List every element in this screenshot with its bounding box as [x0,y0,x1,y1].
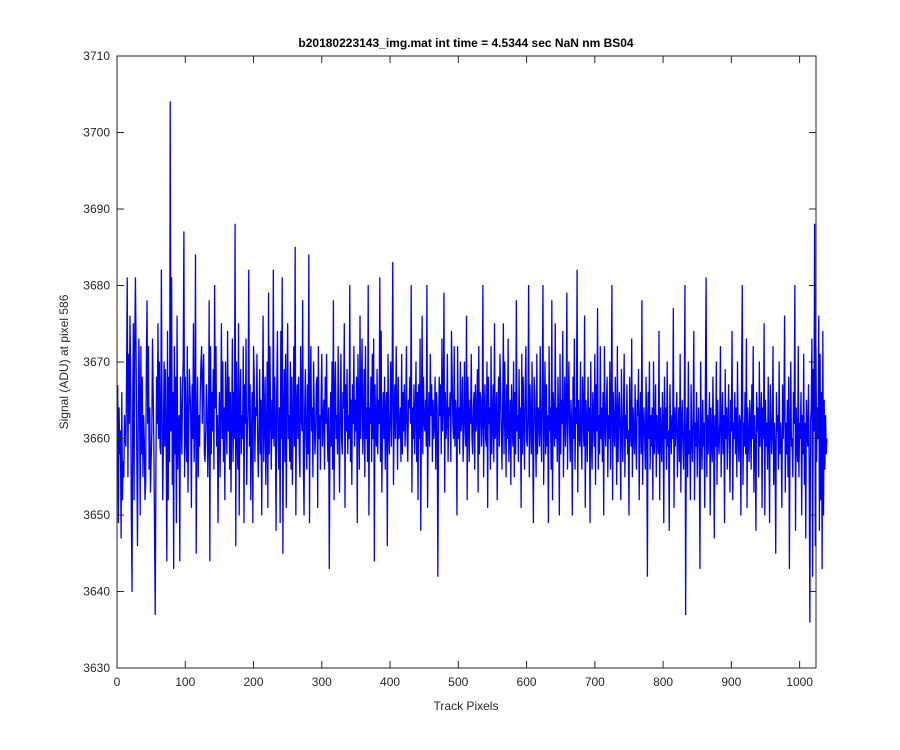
x-axis-label: Track Pixels [434,699,499,713]
chart-title: b20180223143_img.mat int time = 4.5344 s… [298,36,634,50]
x-tick-label: 600 [517,675,537,689]
x-tick-label: 500 [448,675,468,689]
x-tick-label: 300 [312,675,332,689]
y-tick-label: 3640 [83,585,110,599]
x-tick-label: 400 [380,675,400,689]
y-tick-label: 3630 [83,661,110,675]
x-tick-label: 200 [244,675,264,689]
series-layer [117,101,828,623]
y-tick-label: 3700 [83,126,110,140]
y-tick-label: 3690 [83,202,110,216]
x-tick-label: 800 [653,675,673,689]
y-tick-label: 3680 [83,279,110,293]
x-tick-label: 1000 [786,675,813,689]
y-tick-label: 3670 [83,355,110,369]
y-tick-label: 3660 [83,432,110,446]
x-tick-label: 900 [721,675,741,689]
y-tick-label: 3710 [83,49,110,63]
y-axis-label: Signal (ADU) at pixel 586 [57,294,71,429]
x-tick-label: 100 [175,675,195,689]
x-tick-label: 700 [585,675,605,689]
series-line-0 [117,101,828,623]
y-axis: 3630 3640 3650 3660 3670 3680 3690 3700 3710 [83,49,816,675]
x-tick-label: 0 [114,675,121,689]
x-axis: 0 100 200 300 400 500 600 700 800 900 1000 [114,56,813,689]
y-tick-label: 3650 [83,508,110,522]
